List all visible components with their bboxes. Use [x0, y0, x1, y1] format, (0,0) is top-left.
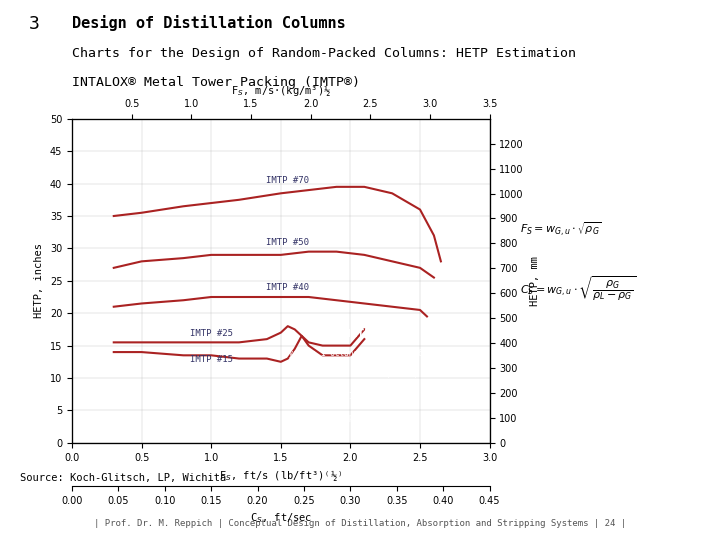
- Text: Design of Distillation Columns: Design of Distillation Columns: [72, 15, 346, 31]
- X-axis label: C$_S$, ft/sec: C$_S$, ft/sec: [250, 511, 312, 525]
- Text: IMTP #50: IMTP #50: [266, 238, 310, 247]
- Text: System: i-octane/toluene at 760 torr: System: i-octane/toluene at 760 torr: [284, 349, 450, 358]
- Y-axis label: HETP, mm: HETP, mm: [529, 256, 539, 306]
- Text: INTALOX® Metal Tower Packing (IMTP®): INTALOX® Metal Tower Packing (IMTP®): [72, 76, 360, 89]
- Text: | Prof. Dr. M. Reppich | Conceptual Design of Distillation, Absorption and Strip: | Prof. Dr. M. Reppich | Conceptual Desi…: [94, 519, 626, 528]
- Text: Packed Depth: 10 feet (3.05m): Packed Depth: 10 feet (3.05m): [284, 392, 418, 401]
- Text: Total Reflux Operation: Total Reflux Operation: [284, 413, 385, 422]
- Text: HETP IMTP: HETP IMTP: [344, 329, 405, 339]
- Text: 3: 3: [29, 15, 40, 32]
- Text: Diameter: 15.2 inches (386mm): Diameter: 15.2 inches (386mm): [284, 370, 418, 379]
- X-axis label: F$_S$, ft/s (lb/ft³)⁽½⁾: F$_S$, ft/s (lb/ft³)⁽½⁾: [219, 468, 343, 483]
- Text: $F_S = w_{G,u} \cdot \sqrt{\rho_G}$: $F_S = w_{G,u} \cdot \sqrt{\rho_G}$: [520, 220, 602, 238]
- Text: IMTP #15: IMTP #15: [189, 355, 233, 364]
- Text: Charts for the Design of Random-Packed Columns: HETP Estimation: Charts for the Design of Random-Packed C…: [72, 46, 576, 59]
- Text: IMTP #40: IMTP #40: [266, 284, 310, 293]
- Text: $C_S = w_{G,u} \cdot \sqrt{\dfrac{\rho_G}{\rho_L - \rho_G}}$: $C_S = w_{G,u} \cdot \sqrt{\dfrac{\rho_G…: [520, 274, 636, 303]
- X-axis label: F$_S$, m/s·(kg/m³)½: F$_S$, m/s·(kg/m³)½: [230, 83, 331, 98]
- Text: Source: Koch-Glitsch, LP, Wichita: Source: Koch-Glitsch, LP, Wichita: [20, 473, 226, 483]
- Text: IMTP #70: IMTP #70: [266, 176, 310, 185]
- Y-axis label: HETP, inches: HETP, inches: [35, 244, 44, 318]
- Text: IMTP #25: IMTP #25: [189, 329, 233, 338]
